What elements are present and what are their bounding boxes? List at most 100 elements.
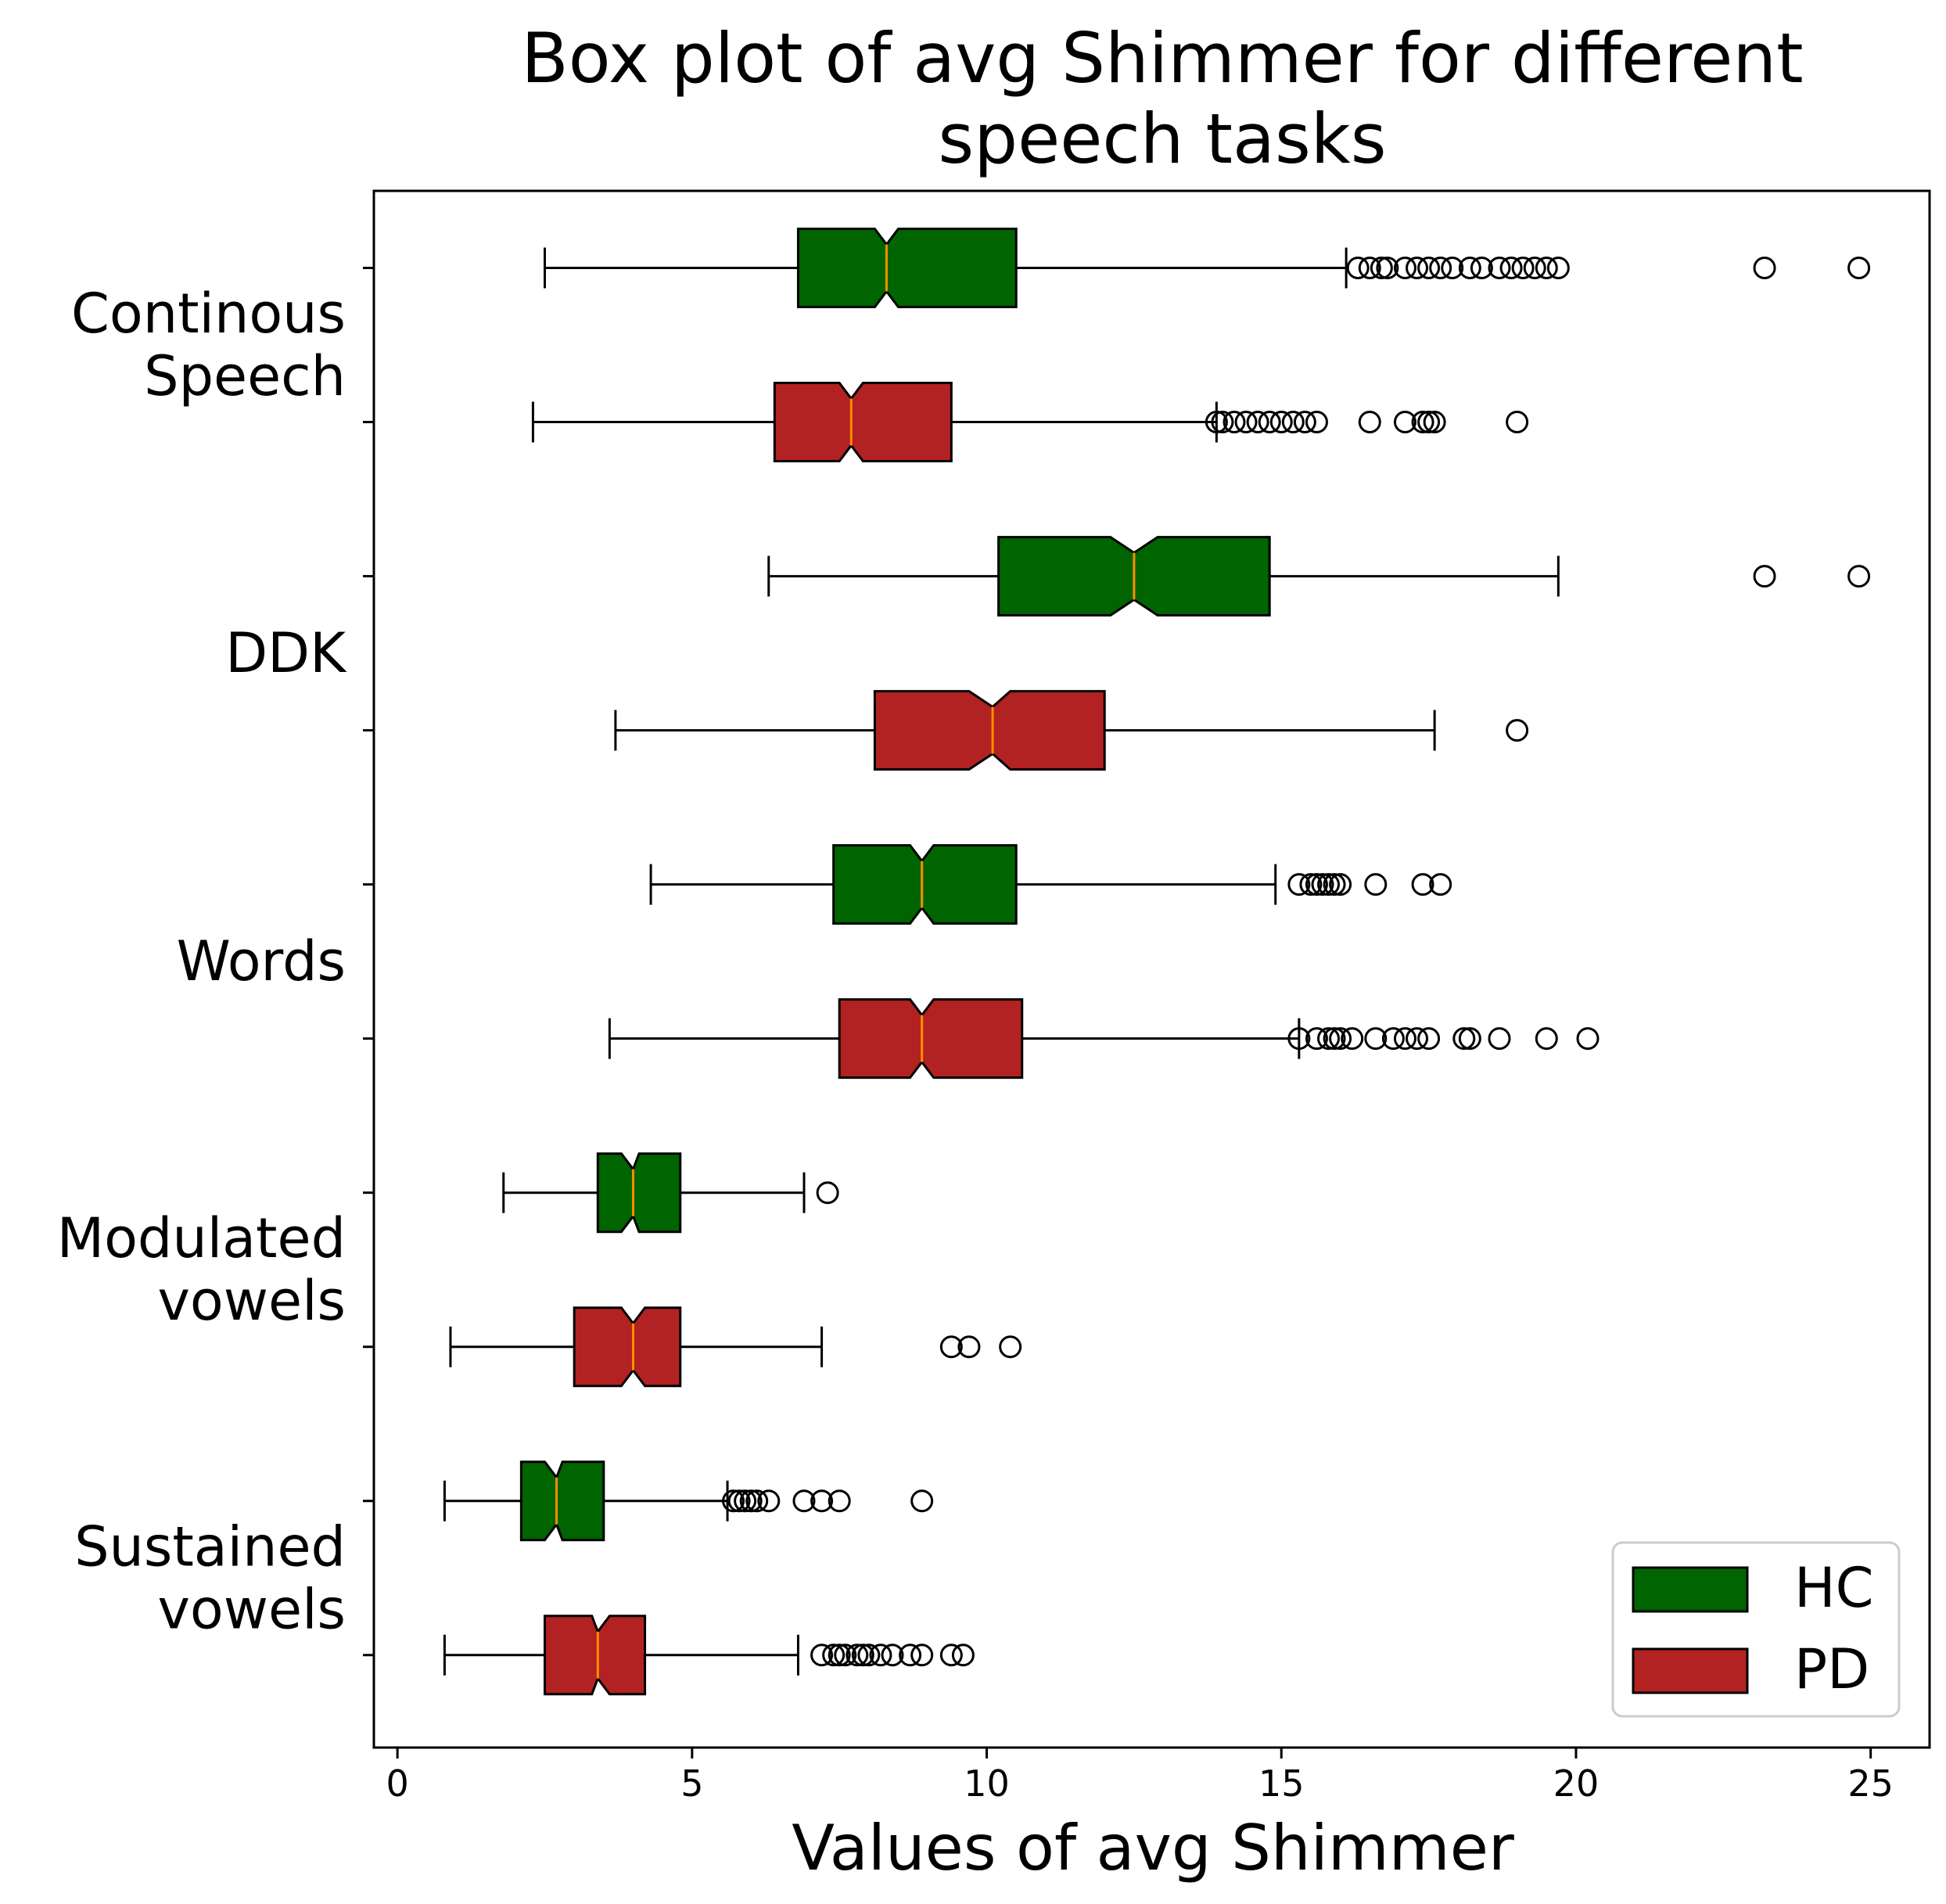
outlier-point — [957, 1335, 981, 1359]
outlier-point — [1358, 257, 1381, 280]
outlier-point — [1499, 257, 1523, 280]
outlier-point — [734, 1489, 757, 1513]
outlier-point — [1506, 719, 1529, 742]
outlier-point — [1576, 1027, 1600, 1051]
outlier-point — [1452, 1027, 1476, 1051]
outlier-point — [1305, 411, 1328, 434]
outlier-point — [1346, 257, 1370, 280]
outlier-point — [1470, 257, 1493, 280]
outlier-point — [1370, 257, 1393, 280]
x-tick-label: 25 — [1847, 1762, 1894, 1805]
outlier-point — [792, 1489, 816, 1513]
outlier-point — [1417, 411, 1441, 434]
box-cs-pd — [773, 382, 953, 463]
outlier-point — [846, 1644, 869, 1667]
outlier-point — [739, 1489, 763, 1513]
outlier-point — [810, 1644, 834, 1667]
outlier-point — [1535, 257, 1558, 280]
outlier-point — [1323, 873, 1346, 896]
outlier-point — [1358, 411, 1381, 434]
outlier-point — [1305, 873, 1328, 896]
outlier-point — [857, 1644, 881, 1667]
outlier-point — [1269, 411, 1293, 434]
outlier-point — [1423, 411, 1446, 434]
outlier-point — [1458, 1027, 1481, 1051]
plot-frame — [372, 189, 1931, 1749]
outlier-point — [727, 1489, 751, 1513]
outlier-point — [757, 1489, 781, 1513]
box-mod-hc — [596, 1152, 682, 1234]
outlier-point — [1411, 411, 1434, 434]
outlier-point — [939, 1644, 963, 1667]
outlier-point — [1341, 1027, 1364, 1051]
outlier-point — [822, 1644, 846, 1667]
outlier-point — [1223, 411, 1246, 434]
outlier-point — [1211, 411, 1234, 434]
outlier-point — [1847, 565, 1871, 588]
x-tick-label: 10 — [964, 1762, 1010, 1805]
outlier-point — [1393, 257, 1416, 280]
box-words-pd — [838, 998, 1024, 1080]
outlier-point — [1317, 1027, 1341, 1051]
outlier-point — [1753, 257, 1776, 280]
chart-title: Box plot of avg Shimmer for different sp… — [521, 18, 1803, 179]
y-tick-label: vowels — [158, 1577, 346, 1641]
box-sus-hc — [519, 1460, 605, 1542]
outlier-point — [1523, 257, 1546, 280]
outlier-point — [1417, 1027, 1441, 1051]
chart-title-line-1: Box plot of avg Shimmer for different — [521, 18, 1803, 99]
y-tick-label: Words — [177, 929, 346, 993]
box-ddk-pd — [873, 690, 1106, 771]
outlier-point — [939, 1335, 963, 1359]
x-tick-label: 0 — [386, 1762, 408, 1805]
outlier-point — [910, 1489, 934, 1513]
legend-label-pd: PD — [1794, 1637, 1869, 1701]
outlier-point — [1329, 1027, 1352, 1051]
outlier-point — [1546, 257, 1570, 280]
legend-label-hc: HC — [1794, 1556, 1874, 1620]
outlier-point — [1429, 873, 1452, 896]
outlier-point — [881, 1644, 904, 1667]
outlier-point — [745, 1489, 769, 1513]
x-tick-label: 20 — [1553, 1762, 1600, 1805]
y-tick-label: Sustained — [74, 1514, 346, 1579]
outlier-point — [1411, 873, 1434, 896]
y-tick-label: vowels — [158, 1269, 346, 1333]
outlier-point — [1753, 565, 1776, 588]
outlier-point — [951, 1644, 975, 1667]
outlier-point — [1393, 1027, 1416, 1051]
outlier-point — [1506, 411, 1529, 434]
outlier-point — [1287, 873, 1311, 896]
outlier-point — [1488, 257, 1511, 280]
y-tick-label: DDK — [225, 621, 347, 685]
chart-title-line-2: speech tasks — [938, 99, 1386, 179]
outlier-point — [1293, 411, 1316, 434]
outlier-point — [1441, 257, 1464, 280]
outlier-point — [1376, 257, 1399, 280]
outlier-point — [1234, 411, 1258, 434]
outlier-point — [1281, 411, 1305, 434]
outlier-point — [816, 1181, 839, 1205]
box-cs-hc — [796, 228, 1018, 309]
outlier-point — [1317, 873, 1341, 896]
outlier-point — [1488, 1027, 1511, 1051]
outlier-point — [828, 1489, 851, 1513]
outlier-point — [834, 1644, 857, 1667]
outlier-point — [1429, 257, 1452, 280]
x-axis-label: Values of avg Shimmer — [792, 1812, 1514, 1884]
outlier-point — [1364, 1027, 1388, 1051]
outlier-point — [1205, 411, 1228, 434]
legend-swatch-hc — [1632, 1566, 1749, 1613]
box-sus-pd — [543, 1615, 647, 1696]
outlier-point — [828, 1644, 851, 1667]
box-mod-pd — [573, 1306, 682, 1388]
outlier-point — [899, 1644, 922, 1667]
outlier-point — [999, 1335, 1022, 1359]
outlier-point — [1535, 1027, 1558, 1051]
outlier-point — [1406, 257, 1429, 280]
y-tick-label: Continous — [71, 282, 346, 346]
outlier-point — [851, 1644, 874, 1667]
